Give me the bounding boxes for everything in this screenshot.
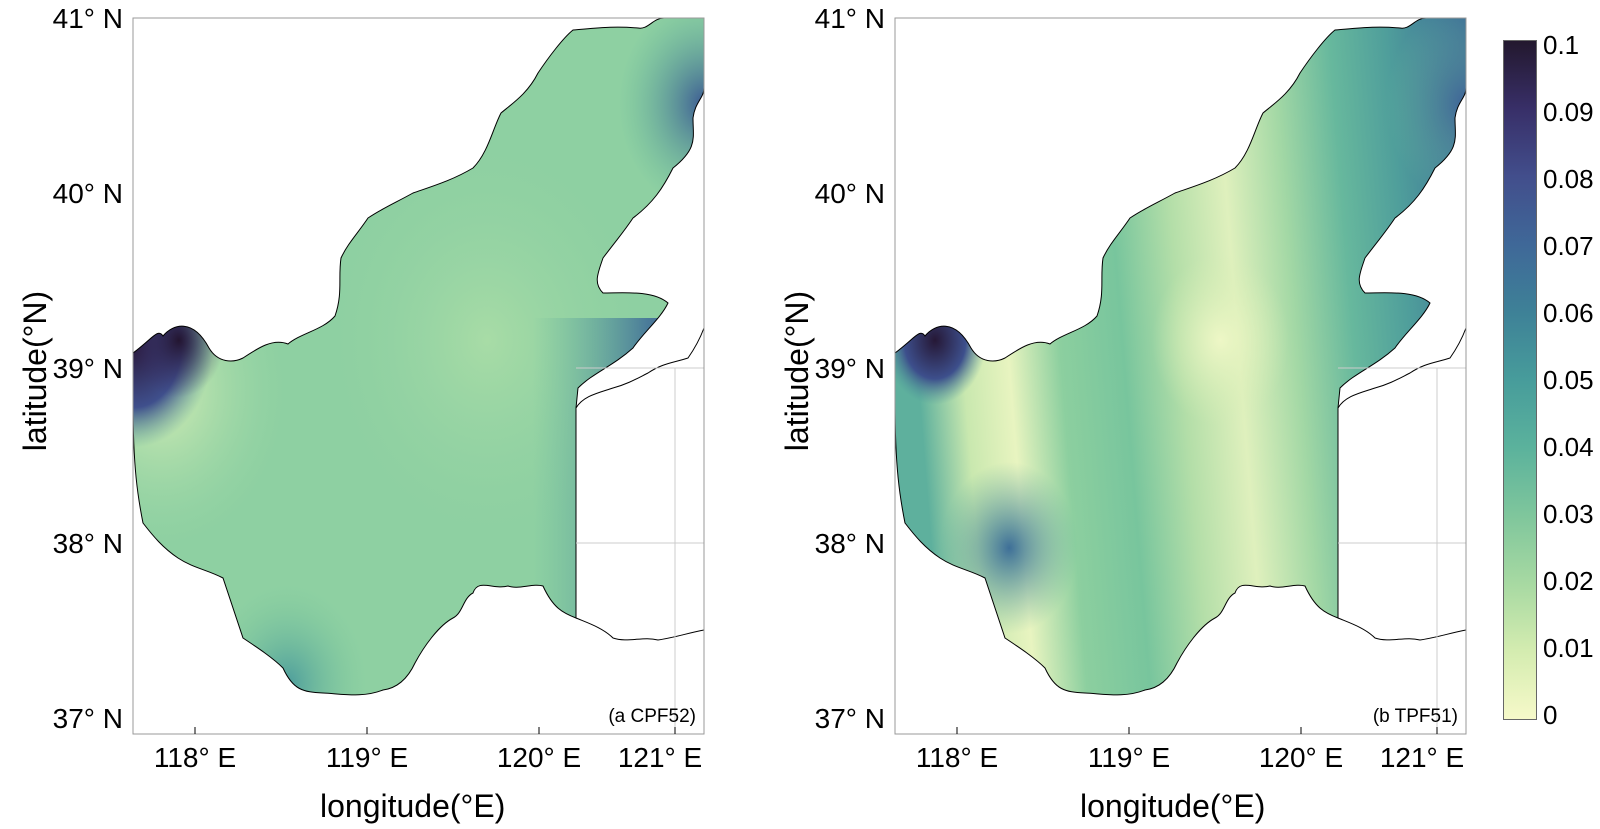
map-b-svg (894, 17, 1467, 735)
colorbar-label-0.09: 0.09 (1543, 97, 1594, 127)
panel-b-xtick-121: 121° E (1379, 742, 1465, 773)
colorbar-label-0.08: 0.08 (1543, 164, 1594, 194)
colorbar-label-0.06: 0.06 (1543, 298, 1594, 328)
panel-a-ytick-38: 38° N (52, 528, 123, 559)
panel-b-ytick-37: 37° N (814, 703, 885, 734)
colorbar-label-0.01: 0.01 (1543, 633, 1594, 663)
panel-a-y-title: latitude(°N) (17, 290, 53, 452)
panel-a-xtick-119: 119° E (325, 742, 409, 773)
colorbar-label-0.02: 0.02 (1543, 566, 1594, 596)
panel-b-y-title: latitude(°N) (779, 290, 815, 452)
panel-b-label: (b TPF51) (1372, 706, 1458, 727)
panel-a-xtick-120: 120° E (496, 742, 582, 773)
panel-a-ytick-40: 40° N (52, 178, 123, 209)
colorbar (1503, 40, 1537, 720)
map-panel-a: (a CPF52) (132, 17, 705, 735)
panel-a-xtick-118: 118° E (153, 742, 237, 773)
panel-b-ytick-41: 41° N (814, 3, 885, 34)
panel-b-xtick-119: 119° E (1087, 742, 1171, 773)
colorbar-label-0.04: 0.04 (1543, 432, 1594, 462)
panel-b-x-title: longitude(°E) (1080, 788, 1266, 824)
colorbar-label-0.05: 0.05 (1543, 365, 1594, 395)
panel-a-x-title: longitude(°E) (320, 788, 506, 824)
panel-a-ytick-39: 39° N (52, 353, 123, 384)
colorbar-label-0.1: 0.1 (1543, 30, 1580, 60)
map-a-svg (132, 17, 705, 735)
panel-a-label: (a CPF52) (608, 706, 696, 727)
panel-b-ytick-40: 40° N (814, 178, 885, 209)
panel-a-ytick-41: 41° N (52, 3, 123, 34)
panel-b-xtick-118: 118° E (915, 742, 999, 773)
panel-a-ytick-37: 37° N (52, 703, 123, 734)
panel-b-ytick-38: 38° N (814, 528, 885, 559)
colorbar-label-0: 0 (1543, 700, 1558, 730)
colorbar-label-0.07: 0.07 (1543, 231, 1594, 261)
panel-b-xtick-120: 120° E (1258, 742, 1344, 773)
map-panel-b: (b TPF51) (894, 17, 1467, 735)
panel-b-ytick-39: 39° N (814, 353, 885, 384)
colorbar-label-0.03: 0.03 (1543, 499, 1594, 529)
panel-a-xtick-121: 121° E (617, 742, 703, 773)
